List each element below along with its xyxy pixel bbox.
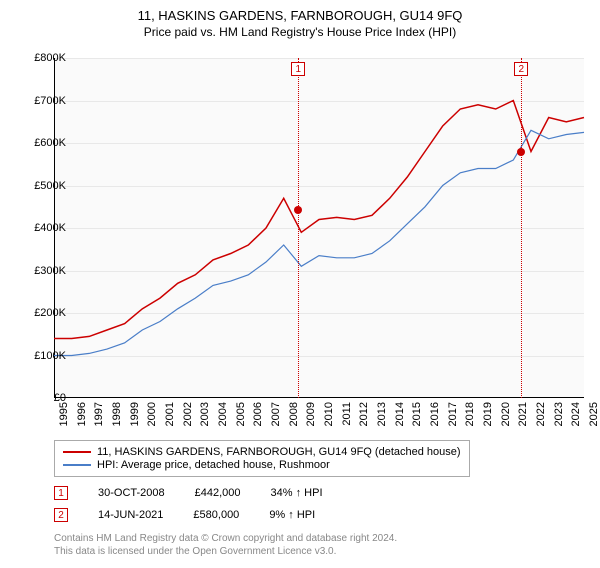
x-tick-label: 2022 xyxy=(535,402,547,426)
x-tick-label: 2015 xyxy=(411,402,423,426)
y-tick-label: £200K xyxy=(16,307,66,319)
x-tick-label: 2013 xyxy=(376,402,388,426)
sale-marker-icon: 1 xyxy=(54,486,68,500)
y-tick-label: £700K xyxy=(16,95,66,107)
sale-price: £442,000 xyxy=(195,487,241,499)
x-tick-label: 2024 xyxy=(570,402,582,426)
sale-diff: 9% ↑ HPI xyxy=(269,509,315,521)
sale-date: 14-JUN-2021 xyxy=(98,509,163,521)
sale-vline xyxy=(298,58,299,398)
x-tick-label: 2002 xyxy=(182,402,194,426)
chart-plot-area: 12 1995199619971998199920002001200220032… xyxy=(54,58,584,398)
legend-item: HPI: Average price, detached house, Rush… xyxy=(63,459,461,471)
legend-item: 11, HASKINS GARDENS, FARNBOROUGH, GU14 9… xyxy=(63,446,461,458)
sale-marker-box: 1 xyxy=(291,62,305,76)
x-tick-label: 1998 xyxy=(111,402,123,426)
x-tick-label: 2014 xyxy=(394,402,406,426)
x-tick-label: 2011 xyxy=(341,402,353,426)
x-tick-label: 2006 xyxy=(252,402,264,426)
sale-dot xyxy=(294,206,302,214)
x-tick-label: 2016 xyxy=(429,402,441,426)
x-tick-label: 1996 xyxy=(76,402,88,426)
x-tick-label: 2010 xyxy=(323,402,335,426)
chart-legend: 11, HASKINS GARDENS, FARNBOROUGH, GU14 9… xyxy=(54,440,470,477)
y-tick-label: £800K xyxy=(16,52,66,64)
x-tick-label: 1997 xyxy=(93,402,105,426)
x-tick-label: 2009 xyxy=(305,402,317,426)
legend-label: HPI: Average price, detached house, Rush… xyxy=(97,459,330,471)
x-tick-label: 1999 xyxy=(129,402,141,426)
x-tick-label: 2004 xyxy=(217,402,229,426)
chart-lines-svg xyxy=(54,58,584,398)
legend-swatch xyxy=(63,464,91,466)
x-tick-label: 2000 xyxy=(146,402,158,426)
x-tick-label: 2018 xyxy=(464,402,476,426)
series-line-hpi xyxy=(54,130,584,355)
sale-marker-icon: 2 xyxy=(54,508,68,522)
sale-vline xyxy=(521,58,522,398)
series-line-price_paid xyxy=(54,101,584,339)
legend-swatch xyxy=(63,451,91,453)
y-tick-label: £500K xyxy=(16,180,66,192)
sale-row: 1 30-OCT-2008 £442,000 34% ↑ HPI xyxy=(54,486,323,500)
x-tick-label: 2003 xyxy=(199,402,211,426)
legend-label: 11, HASKINS GARDENS, FARNBOROUGH, GU14 9… xyxy=(97,446,461,458)
x-tick-label: 2019 xyxy=(482,402,494,426)
sale-row: 2 14-JUN-2021 £580,000 9% ↑ HPI xyxy=(54,508,315,522)
sale-dot xyxy=(517,148,525,156)
attribution-text: Contains HM Land Registry data © Crown c… xyxy=(54,532,397,558)
x-tick-label: 2023 xyxy=(553,402,565,426)
x-tick-label: 2021 xyxy=(517,402,529,426)
sale-price: £580,000 xyxy=(193,509,239,521)
chart-subtitle: Price paid vs. HM Land Registry's House … xyxy=(0,25,600,39)
x-tick-label: 2017 xyxy=(447,402,459,426)
x-tick-label: 2008 xyxy=(288,402,300,426)
chart-container: 11, HASKINS GARDENS, FARNBOROUGH, GU14 9… xyxy=(0,8,600,568)
sale-diff: 34% ↑ HPI xyxy=(271,487,323,499)
x-tick-label: 2007 xyxy=(270,402,282,426)
y-tick-label: £300K xyxy=(16,265,66,277)
sale-marker-box: 2 xyxy=(514,62,528,76)
x-tick-label: 2012 xyxy=(358,402,370,426)
x-tick-label: 2020 xyxy=(500,402,512,426)
y-tick-label: £100K xyxy=(16,350,66,362)
y-tick-label: £600K xyxy=(16,137,66,149)
x-tick-label: 2025 xyxy=(588,402,600,426)
x-tick-label: 2005 xyxy=(235,402,247,426)
x-tick-label: 2001 xyxy=(164,402,176,426)
x-tick-label: 1995 xyxy=(58,402,70,426)
y-tick-label: £0 xyxy=(16,392,66,404)
sale-date: 30-OCT-2008 xyxy=(98,487,165,499)
y-tick-label: £400K xyxy=(16,222,66,234)
chart-title: 11, HASKINS GARDENS, FARNBOROUGH, GU14 9… xyxy=(0,8,600,23)
